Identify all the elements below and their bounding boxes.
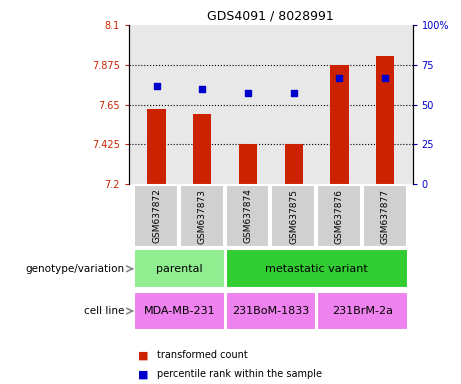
Point (290, 90, 297, 96)
Bar (225, 291, 316, 331)
Bar (317, 185, 361, 247)
Text: GSM637872: GSM637872 (152, 189, 161, 243)
Text: parental: parental (156, 264, 203, 274)
Title: GDS4091 / 8028991: GDS4091 / 8028991 (207, 9, 334, 22)
Bar (193, 114, 212, 184)
Text: metastatic variant: metastatic variant (265, 264, 368, 274)
Text: MDA-MB-231: MDA-MB-231 (143, 306, 215, 316)
Text: cell line: cell line (84, 306, 124, 316)
Text: GSM637877: GSM637877 (381, 189, 390, 243)
Bar (148, 109, 165, 184)
Text: ■: ■ (138, 350, 149, 360)
Bar (134, 249, 225, 288)
Text: GSM637875: GSM637875 (289, 189, 298, 243)
Text: GSM637874: GSM637874 (243, 189, 253, 243)
Text: ■: ■ (138, 369, 149, 379)
Bar (134, 185, 178, 247)
Bar (317, 291, 408, 331)
Bar (330, 65, 349, 184)
Text: percentile rank within the sample: percentile rank within the sample (157, 369, 322, 379)
Point (381, 74, 389, 81)
Text: genotype/variation: genotype/variation (25, 264, 124, 274)
Bar (225, 185, 270, 247)
Text: transformed count: transformed count (157, 350, 248, 360)
Bar (284, 144, 303, 184)
Bar (225, 249, 408, 288)
Bar (239, 144, 257, 184)
Text: GSM637876: GSM637876 (335, 189, 344, 243)
Text: 231BoM-1833: 231BoM-1833 (232, 306, 309, 316)
Text: 231BrM-2a: 231BrM-2a (332, 306, 393, 316)
Point (153, 83, 160, 89)
Bar (376, 56, 394, 184)
Text: GSM637873: GSM637873 (198, 189, 207, 243)
Point (336, 74, 343, 81)
Point (244, 90, 252, 96)
Bar (271, 185, 315, 247)
Bar (134, 291, 225, 331)
Point (199, 86, 206, 92)
Bar (363, 185, 407, 247)
Bar (180, 185, 224, 247)
